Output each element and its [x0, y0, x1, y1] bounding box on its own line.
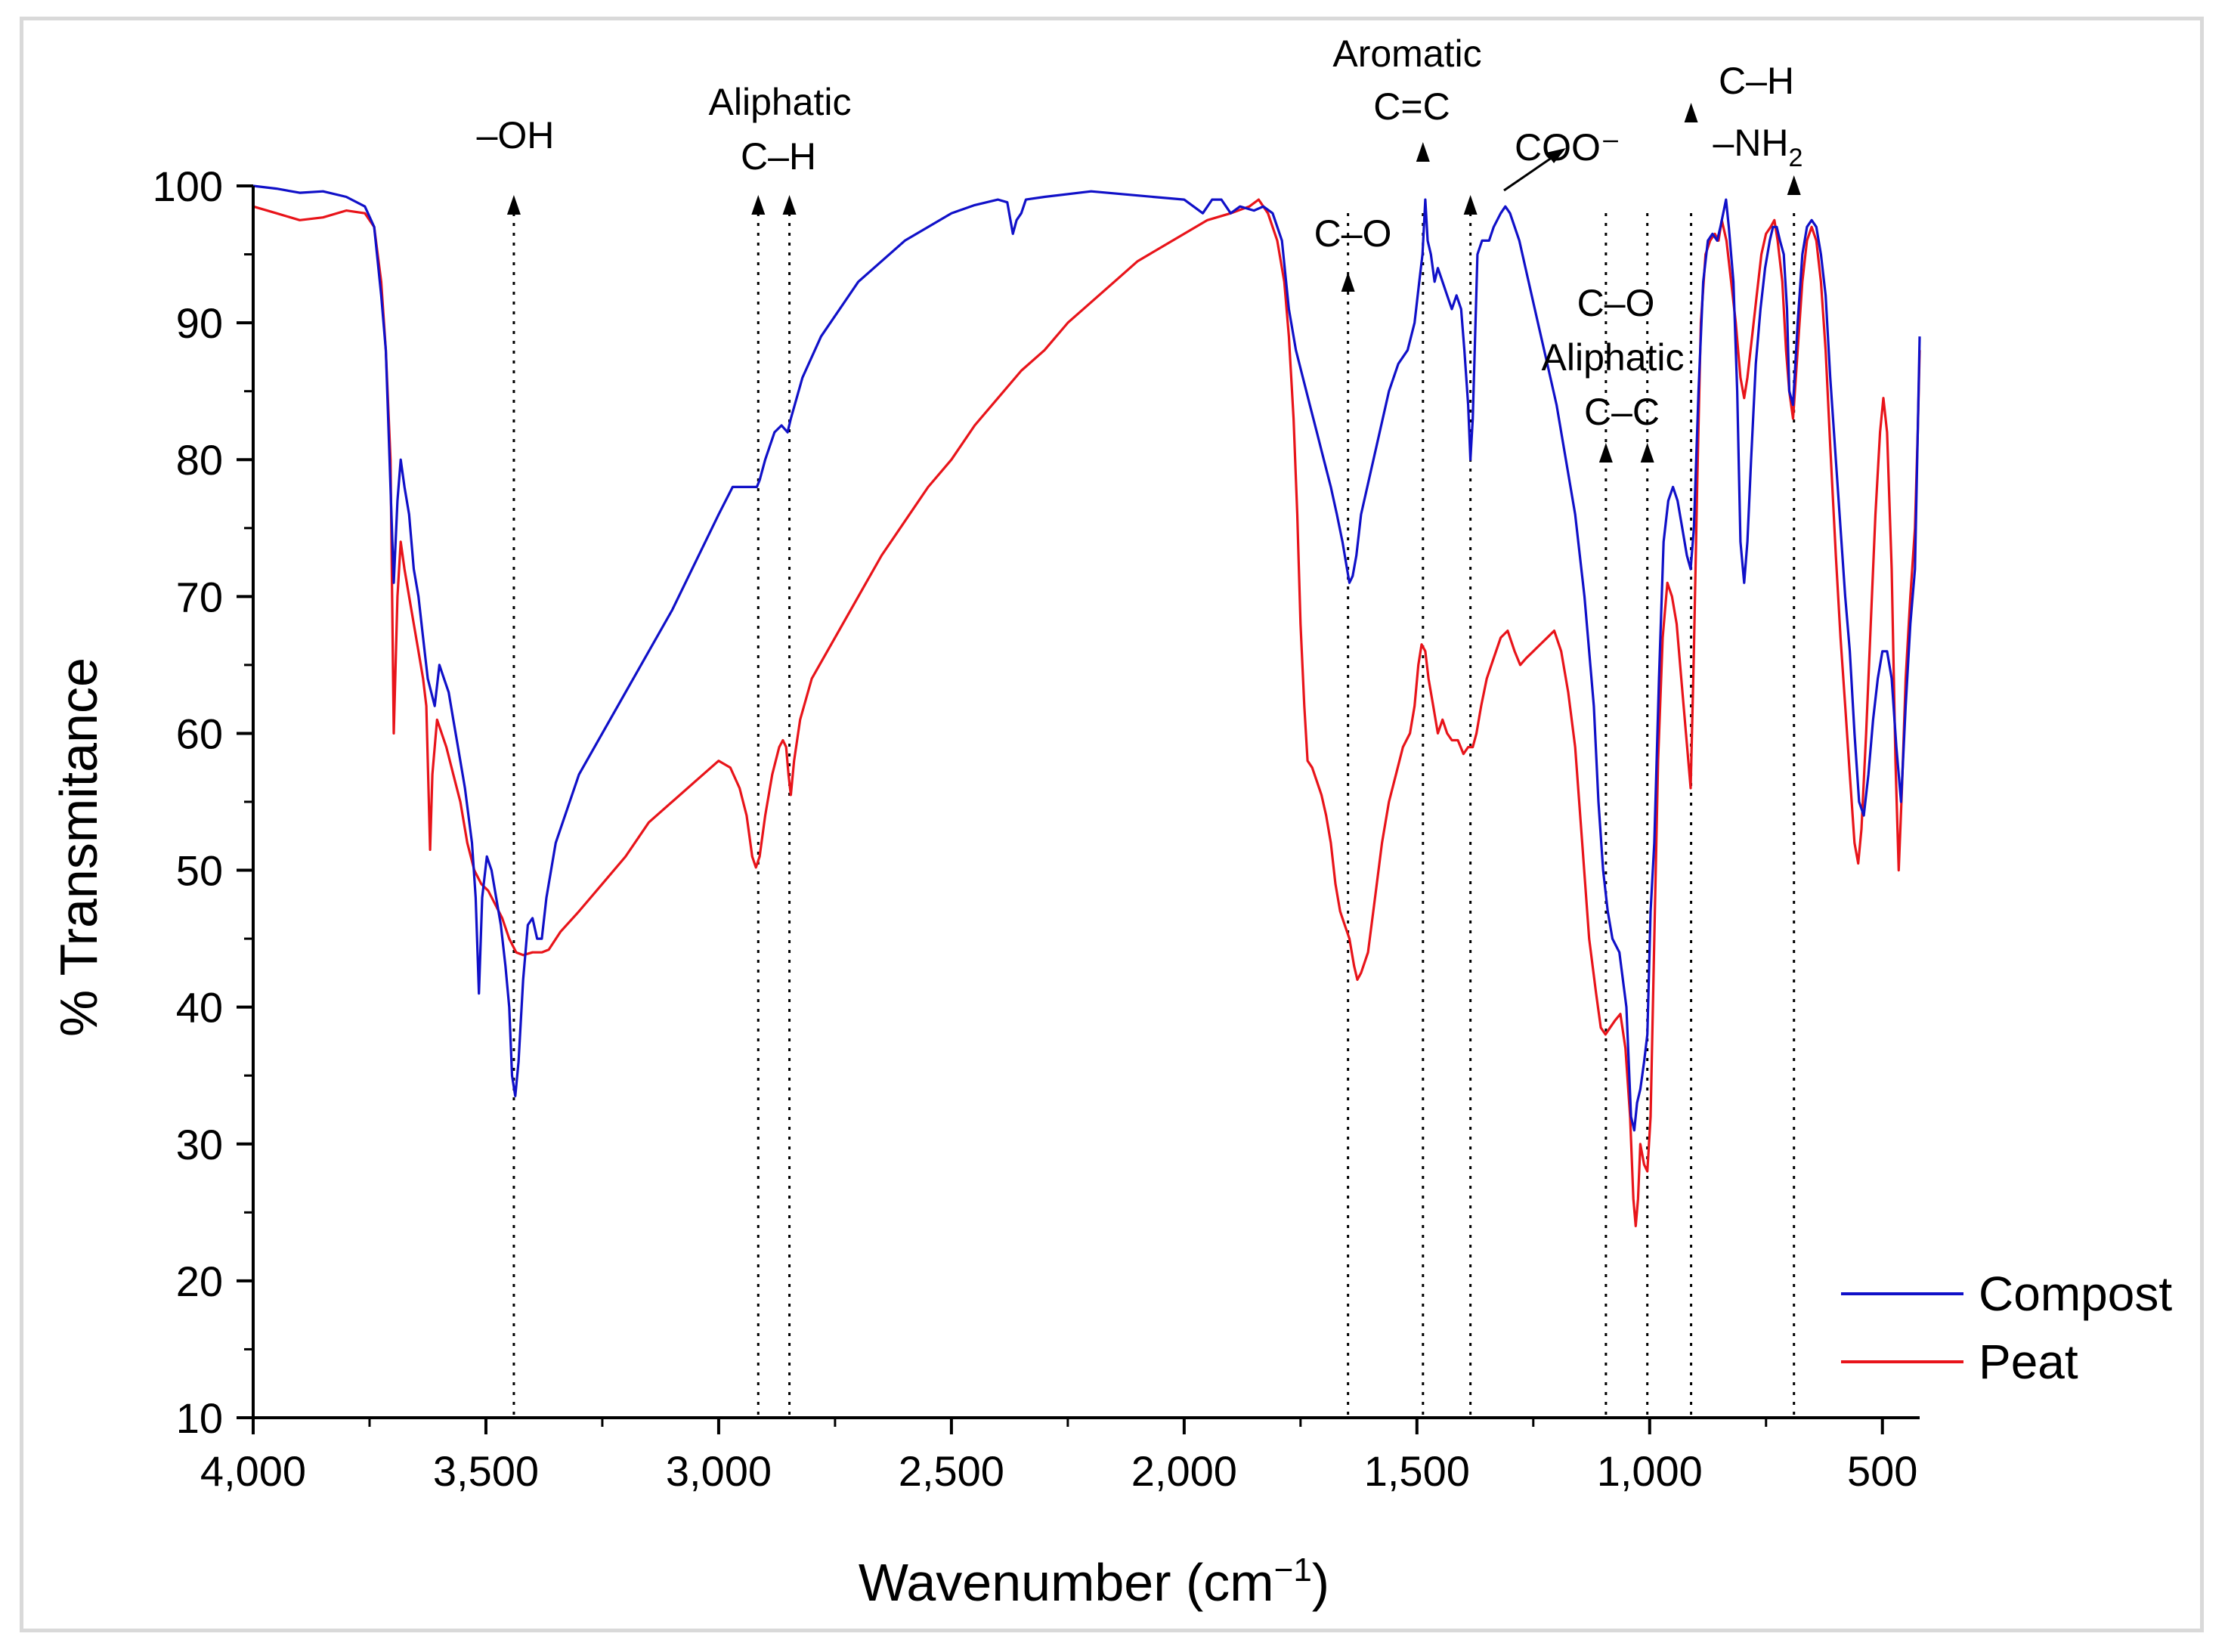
annotation-label: –OH — [477, 114, 555, 156]
annotation-label: C–H — [741, 135, 816, 178]
y-tick-label: 60 — [176, 710, 223, 757]
x-tick-label: 3,500 — [433, 1447, 539, 1495]
arrowhead — [782, 195, 797, 215]
arrowhead — [1598, 443, 1613, 462]
arrowhead — [751, 195, 766, 215]
annotation-label: Aromatic — [1332, 32, 1481, 75]
arrowhead — [1787, 175, 1801, 195]
y-tick-label: 20 — [176, 1258, 223, 1305]
series-line-compost — [252, 184, 1921, 1132]
annotation-label: –NH2 — [1713, 122, 1803, 172]
x-tick-label: 1,000 — [1597, 1447, 1703, 1495]
y-ticks: 10 20 30 40 50 60 70 80 90 100 — [153, 162, 253, 1442]
legend-label-compost: Compost — [1979, 1267, 2172, 1321]
y-tick-label: 70 — [176, 573, 223, 620]
arrowhead — [506, 195, 521, 215]
arrowhead — [1546, 148, 1566, 163]
annotation-label: C–O — [1577, 282, 1655, 324]
x-axis-title: Wavenumber (cm−1) — [859, 1551, 1329, 1612]
annotations: –OH Aliphatic C–H C–O Aromatic C=C COO⁻ C–O Alip… — [477, 32, 1803, 462]
legend-label-peat: Peat — [1979, 1335, 2078, 1389]
y-tick-label: 30 — [176, 1121, 223, 1168]
x-tick-label: 2,000 — [1131, 1447, 1237, 1495]
annotation-label: Aliphatic — [1542, 336, 1685, 379]
guides-layer — [512, 209, 1796, 1415]
x-tick-label: 500 — [1847, 1447, 1917, 1495]
x-tick-label: 1,500 — [1364, 1447, 1470, 1495]
y-tick-label: 40 — [176, 984, 223, 1032]
arrowhead — [1640, 443, 1654, 462]
arrowhead — [1416, 142, 1430, 162]
y-axis-title: % Transmitance — [49, 657, 108, 1037]
series-layer — [252, 184, 1921, 1227]
arrowhead — [1341, 272, 1355, 292]
series-line-peat — [252, 198, 1921, 1227]
annotation-label: C–O — [1314, 212, 1392, 255]
x-ticks: 4,000 3,500 3,000 2,500 2,000 1,500 1,000 500 — [200, 1418, 1917, 1495]
y-tick-label: 10 — [176, 1394, 223, 1442]
x-tick-label: 2,500 — [899, 1447, 1004, 1495]
annotation-label: C=C — [1373, 85, 1450, 128]
y-tick-label: 50 — [176, 847, 223, 895]
coo-leader-line — [1503, 153, 1558, 192]
figure-frame — [20, 17, 2204, 1632]
y-tick-label: 80 — [176, 436, 223, 484]
arrowhead — [1684, 103, 1698, 122]
x-tick-label: 4,000 — [200, 1447, 306, 1495]
y-tick-label: 100 — [153, 162, 223, 210]
legend: Compost Peat — [1841, 1267, 2172, 1389]
annotation-label: COO⁻ — [1515, 126, 1620, 169]
x-tick-label: 3,000 — [666, 1447, 772, 1495]
y-tick-label: 90 — [176, 299, 223, 347]
arrowhead — [1463, 195, 1478, 215]
annotation-label: C–C — [1584, 391, 1660, 433]
annotation-label: C–H — [1719, 60, 1794, 102]
annotation-label: Aliphatic — [709, 81, 852, 123]
